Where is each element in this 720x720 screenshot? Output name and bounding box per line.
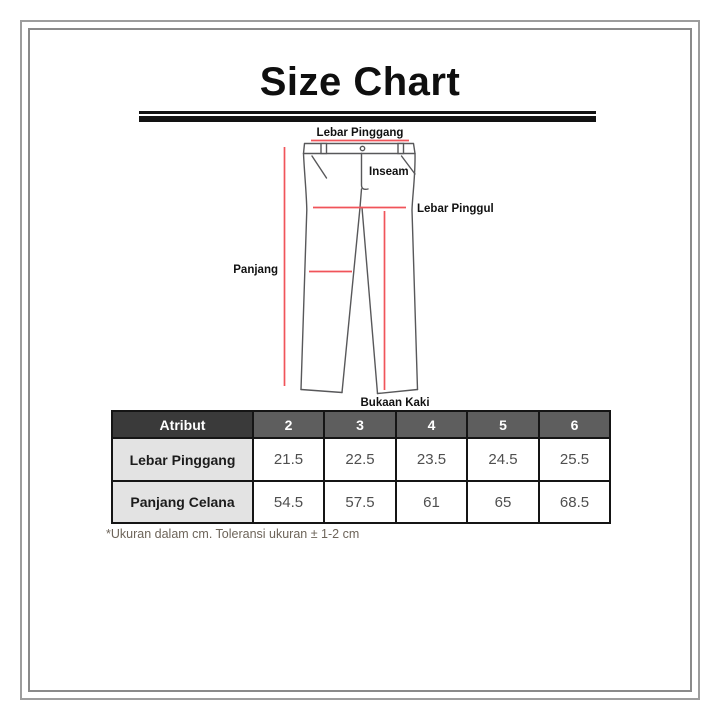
length-value-size-4: 61 [395, 480, 468, 524]
header-cell-size-4: 4 [395, 410, 468, 439]
waist-value-size-6: 25.5 [538, 437, 611, 482]
belt-loop-left [320, 142, 328, 155]
leg-opening-label: Bukaan Kaki [360, 397, 429, 409]
table-row-length: Panjang Celana 54.5 57.5 61 65 68.5 [111, 480, 611, 524]
header-cell-size-6: 6 [538, 410, 611, 439]
crotch-seam [359, 188, 363, 209]
inseam-label: Inseam [369, 166, 409, 178]
outer-frame-border [20, 20, 700, 700]
length-label: Panjang [233, 264, 278, 276]
header-cell-attribute: Atribut [111, 410, 254, 439]
hem-right [376, 388, 419, 395]
waist-value-size-2: 21.5 [252, 437, 325, 482]
pocket-left [311, 155, 328, 179]
header-cell-size-5: 5 [466, 410, 540, 439]
length-value-size-5: 65 [466, 480, 540, 524]
table-header-row: Atribut 2 3 4 5 6 [111, 410, 611, 439]
length-value-size-6: 68.5 [538, 480, 611, 524]
outer-seam-left [300, 152, 308, 391]
header-cell-size-2: 2 [252, 410, 325, 439]
pants-outline [300, 142, 419, 395]
inner-seam-left [341, 206, 361, 394]
waist-value-size-3: 22.5 [323, 437, 397, 482]
title-divider [139, 111, 596, 122]
hem-left [300, 388, 343, 394]
divider-thick-line [139, 116, 596, 122]
belt-loop-right [397, 142, 405, 155]
page-title: Size Chart [259, 60, 461, 104]
divider-thin-line [139, 111, 596, 114]
measurement-lines [283, 139, 409, 390]
fly-seam [360, 152, 369, 191]
waist-button [359, 145, 366, 152]
waist-label: Lebar Pinggang [317, 127, 404, 139]
waist-value-size-5: 24.5 [466, 437, 540, 482]
waist-value-size-4: 23.5 [395, 437, 468, 482]
length-value-size-3: 57.5 [323, 480, 397, 524]
header-cell-size-3: 3 [323, 410, 397, 439]
inner-frame-border [28, 28, 692, 692]
length-value-size-2: 54.5 [252, 480, 325, 524]
hip-label: Lebar Pinggul [417, 203, 494, 215]
row-label-length: Panjang Celana [111, 480, 254, 524]
size-table: Atribut 2 3 4 5 6 Lebar Pinggang 21.5 22… [111, 410, 611, 524]
row-label-waist: Lebar Pinggang [111, 437, 254, 482]
pocket-right [400, 155, 416, 175]
inner-seam-right [361, 206, 379, 395]
tolerance-note: *Ukuran dalam cm. Toleransi ukuran ± 1-2… [106, 527, 360, 541]
outer-seam-right [411, 152, 419, 391]
table-row-waist: Lebar Pinggang 21.5 22.5 23.5 24.5 25.5 [111, 437, 611, 482]
pants-diagram: Lebar Pinggang Inseam Lebar Pinggul Panj… [233, 127, 494, 409]
